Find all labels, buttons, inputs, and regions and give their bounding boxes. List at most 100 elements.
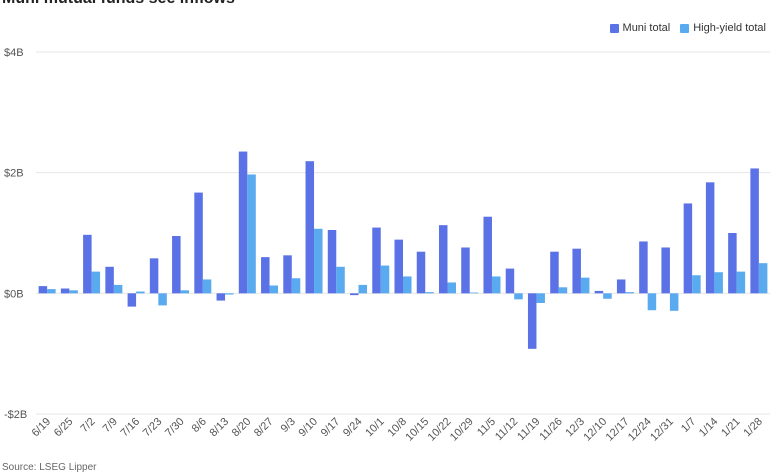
bar-high-yield: [714, 272, 723, 294]
bar-muni: [616, 279, 626, 294]
x-tick-label: 12/10: [581, 416, 609, 444]
bar-muni: [127, 293, 137, 307]
bar-high-yield: [558, 287, 568, 294]
x-tick-label: 12/24: [626, 416, 654, 444]
legend-label-muni: Muni total: [622, 22, 671, 34]
bar-muni: [461, 247, 470, 294]
x-tick-label: 8/27: [252, 416, 276, 440]
bar-muni: [550, 251, 559, 294]
bar-high-yield: [669, 293, 679, 311]
bar-high-yield: [447, 282, 456, 294]
x-tick-label: 12/31: [648, 416, 676, 444]
x-tick-label: 1/14: [697, 416, 721, 440]
legend-swatch-high-yield: [680, 23, 690, 33]
bar-muni: [283, 255, 292, 294]
y-tick-label: $0B: [4, 288, 24, 300]
x-tick-label: 7/16: [119, 416, 143, 440]
bar-muni: [194, 192, 203, 294]
x-tick-label: 11/12: [493, 416, 520, 443]
bar-muni: [683, 203, 693, 294]
x-tick-label: 7/9: [101, 416, 120, 435]
bar-muni: [105, 266, 114, 294]
bar-high-yield: [158, 293, 167, 306]
bar-high-yield: [314, 228, 323, 294]
source-note: Source: LSEG Lipper: [2, 462, 97, 473]
legend-swatch-muni: [609, 23, 619, 33]
bar-muni: [305, 161, 315, 294]
bar-muni: [372, 227, 381, 294]
x-tick-label: 1/21: [719, 416, 743, 440]
x-tick-label: 1/7: [679, 416, 698, 435]
chart-title: Muni mutual funds see inflows: [2, 0, 235, 8]
x-tick-label: 10/1: [363, 416, 387, 440]
bar-high-yield: [536, 293, 545, 303]
bar-muni: [572, 248, 581, 294]
x-tick-label: 8/20: [230, 416, 254, 440]
bar-high-yield: [491, 276, 501, 294]
bar-high-yield: [113, 284, 123, 294]
legend-label-high-yield: High-yield total: [693, 22, 766, 34]
bar-high-yield: [358, 284, 368, 294]
bar-muni: [505, 268, 515, 294]
y-tick-label: $4B: [4, 47, 24, 59]
bar-high-yield: [269, 285, 279, 294]
bar-high-yield: [692, 275, 701, 294]
x-tick-label: 10/22: [426, 416, 454, 444]
bar-high-yield: [647, 293, 657, 311]
bar-muni: [527, 293, 537, 349]
bar-high-yield: [47, 289, 56, 294]
x-tick-label: 9/10: [297, 416, 321, 440]
bar-muni: [438, 225, 448, 294]
y-tick-label: -$2B: [4, 409, 27, 421]
bar-high-yield: [603, 293, 612, 299]
x-tick-label: 11/19: [515, 416, 542, 443]
x-tick-label: 9/3: [279, 416, 298, 435]
x-tick-label: 6/25: [52, 416, 76, 440]
bar-high-yield: [91, 271, 101, 294]
bar-high-yield: [180, 290, 190, 294]
bar-high-yield: [69, 290, 78, 294]
bar-muni: [172, 236, 181, 294]
x-tick-label: 10/15: [403, 416, 431, 444]
x-tick-label: 11/26: [537, 416, 564, 443]
bar-muni: [327, 229, 337, 294]
x-tick-label: 10/29: [448, 416, 476, 444]
bar-muni: [728, 233, 737, 294]
bar-muni: [594, 290, 604, 294]
bar-high-yield: [625, 292, 634, 294]
bar-muni: [750, 168, 759, 294]
bar-muni: [83, 234, 92, 294]
x-tick-label: 7/2: [78, 416, 97, 435]
bar-muni: [216, 293, 226, 301]
bar-muni: [661, 247, 670, 294]
legend-item-high-yield[interactable]: High-yield total: [680, 22, 766, 34]
bar-high-yield: [736, 271, 746, 294]
bar-high-yield: [403, 276, 412, 294]
bar-high-yield: [758, 263, 768, 294]
y-tick-label: $2B: [4, 168, 24, 180]
bar-high-yield: [425, 292, 434, 294]
bar-muni: [394, 239, 403, 294]
x-tick-label: 12/17: [604, 416, 632, 444]
bar-muni: [60, 288, 70, 294]
bar-high-yield: [380, 265, 390, 294]
bar-high-yield: [136, 291, 145, 294]
x-tick-label: 9/17: [319, 416, 343, 440]
bar-high-yield: [247, 174, 256, 294]
bar-high-yield: [291, 278, 301, 294]
legend-item-muni[interactable]: Muni total: [609, 22, 671, 34]
bar-high-yield: [336, 266, 345, 294]
x-tick-label: 9/24: [341, 416, 365, 440]
x-tick-label: 7/23: [141, 416, 165, 440]
bar-high-yield: [469, 292, 479, 294]
bar-muni: [350, 293, 359, 296]
legend: Muni total High-yield total: [609, 22, 766, 34]
bar-high-yield: [202, 279, 212, 294]
bar-high-yield: [514, 293, 523, 300]
bar-muni: [416, 251, 426, 294]
bar-high-yield: [225, 293, 234, 295]
bar-muni: [261, 257, 270, 294]
x-tick-label: 6/19: [30, 416, 54, 440]
x-tick-label: 8/13: [208, 416, 232, 440]
x-tick-label: 7/30: [163, 416, 187, 440]
